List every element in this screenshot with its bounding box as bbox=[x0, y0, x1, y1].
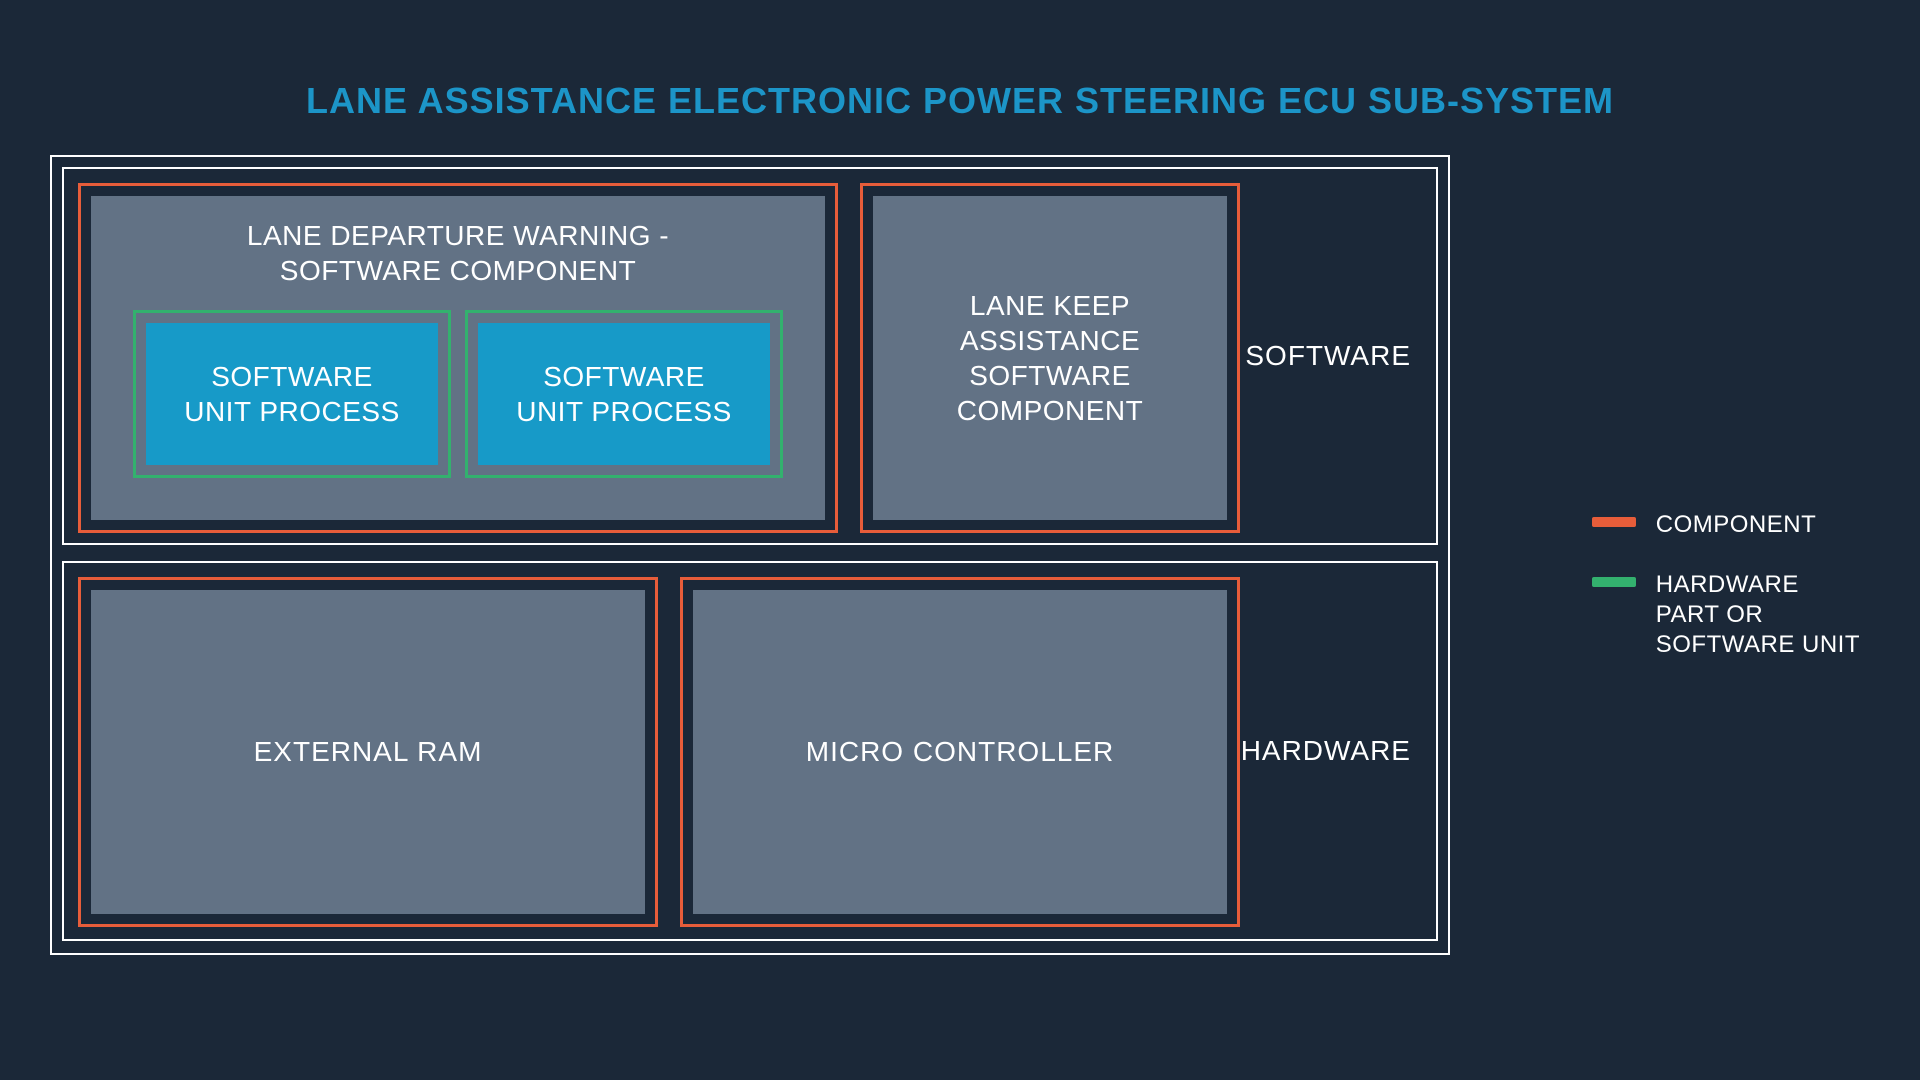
hardware-section: HARDWARE EXTERNAL RAMMICRO CONTROLLER bbox=[62, 561, 1438, 941]
legend-item-1: HARDWAREPART ORSOFTWARE UNIT bbox=[1592, 570, 1860, 660]
diagram-title: LANE ASSISTANCE ELECTRONIC POWER STEERIN… bbox=[0, 80, 1920, 122]
lane-departure-warning-component: LANE DEPARTURE WARNING - SOFTWARE COMPON… bbox=[78, 183, 838, 533]
hardware-component-1: MICRO CONTROLLER bbox=[680, 577, 1240, 927]
software-section: SOFTWARE LANE DEPARTURE WARNING - SOFTWA… bbox=[62, 167, 1438, 545]
lka-line3: SOFTWARE bbox=[969, 360, 1131, 391]
legend-label-1: HARDWAREPART ORSOFTWARE UNIT bbox=[1656, 570, 1860, 660]
hardware-component-0-label: EXTERNAL RAM bbox=[91, 590, 645, 914]
main-container: SOFTWARE LANE DEPARTURE WARNING - SOFTWA… bbox=[50, 155, 1450, 955]
ldw-title: LANE DEPARTURE WARNING - SOFTWARE COMPON… bbox=[247, 218, 669, 288]
software-unit-2-inner: SOFTWARE UNIT PROCESS bbox=[478, 323, 770, 465]
unit2-line2: UNIT PROCESS bbox=[516, 396, 732, 427]
legend-swatch-1 bbox=[1592, 577, 1636, 587]
legend-swatch-0 bbox=[1592, 517, 1636, 527]
unit-row: SOFTWARE UNIT PROCESS SOFTWARE UNIT PROC… bbox=[133, 310, 783, 478]
ldw-title-line2: SOFTWARE COMPONENT bbox=[280, 255, 636, 286]
hardware-component-0: EXTERNAL RAM bbox=[78, 577, 658, 927]
unit2-line1: SOFTWARE bbox=[543, 361, 705, 392]
unit1-line2: UNIT PROCESS bbox=[184, 396, 400, 427]
software-unit-1: SOFTWARE UNIT PROCESS bbox=[133, 310, 451, 478]
lane-keep-assistance-component: LANE KEEP ASSISTANCE SOFTWARE COMPONENT bbox=[860, 183, 1240, 533]
ldw-inner-box: LANE DEPARTURE WARNING - SOFTWARE COMPON… bbox=[91, 196, 825, 520]
lka-inner: LANE KEEP ASSISTANCE SOFTWARE COMPONENT bbox=[873, 196, 1227, 520]
legend: COMPONENT HARDWAREPART ORSOFTWARE UNIT bbox=[1592, 510, 1860, 660]
unit1-line1: SOFTWARE bbox=[211, 361, 373, 392]
hardware-component-1-label: MICRO CONTROLLER bbox=[693, 590, 1227, 914]
legend-label-0: COMPONENT bbox=[1656, 510, 1817, 540]
software-components-row: LANE DEPARTURE WARNING - SOFTWARE COMPON… bbox=[78, 183, 1240, 533]
hardware-section-label: HARDWARE bbox=[1241, 735, 1411, 767]
ldw-title-line1: LANE DEPARTURE WARNING - bbox=[247, 220, 669, 251]
lka-line4: COMPONENT bbox=[957, 395, 1144, 426]
software-unit-1-inner: SOFTWARE UNIT PROCESS bbox=[146, 323, 438, 465]
legend-item-0: COMPONENT bbox=[1592, 510, 1860, 540]
hardware-components-row: EXTERNAL RAMMICRO CONTROLLER bbox=[78, 577, 1240, 927]
software-unit-2: SOFTWARE UNIT PROCESS bbox=[465, 310, 783, 478]
software-section-label: SOFTWARE bbox=[1245, 340, 1411, 372]
lka-line2: ASSISTANCE bbox=[960, 325, 1140, 356]
lka-line1: LANE KEEP bbox=[970, 290, 1130, 321]
